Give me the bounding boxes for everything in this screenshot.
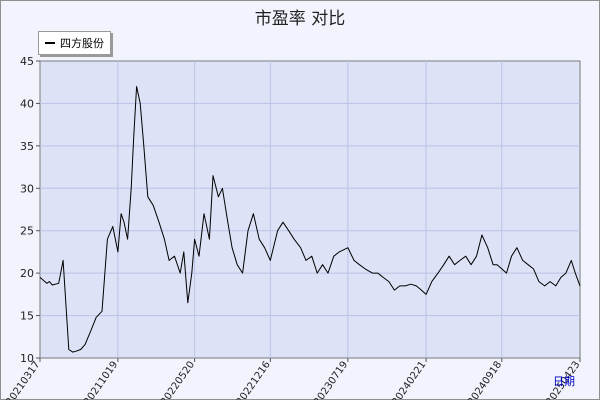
x-tick-label: 20211019 [82, 359, 120, 400]
y-tick-label: 25 [20, 225, 34, 238]
x-tick-label: 20230719 [312, 359, 350, 400]
y-tick-label: 10 [20, 352, 34, 365]
legend-label: 四方股份 [60, 37, 104, 50]
x-axis-label: 日期 [553, 375, 575, 388]
x-tick-label: 20240221 [390, 359, 428, 400]
series-line-sifang [39, 86, 581, 353]
y-tick-label: 40 [20, 97, 34, 110]
y-tick-label: 20 [20, 267, 34, 280]
y-tick-label: 30 [20, 182, 34, 195]
legend: 四方股份 [38, 31, 111, 55]
chart-title: 市盈率 对比 [254, 9, 346, 29]
y-tick-label: 35 [20, 140, 34, 153]
x-tick-label: 20220520 [159, 359, 197, 400]
plot-background [39, 60, 581, 359]
x-tick-label: 20210317 [4, 359, 42, 400]
legend-swatch [45, 42, 55, 44]
y-tick-label: 45 [20, 55, 34, 68]
y-tick-label: 15 [20, 310, 34, 323]
x-tick-label: 20240918 [466, 359, 504, 400]
x-tick-label: 20221216 [235, 359, 273, 400]
